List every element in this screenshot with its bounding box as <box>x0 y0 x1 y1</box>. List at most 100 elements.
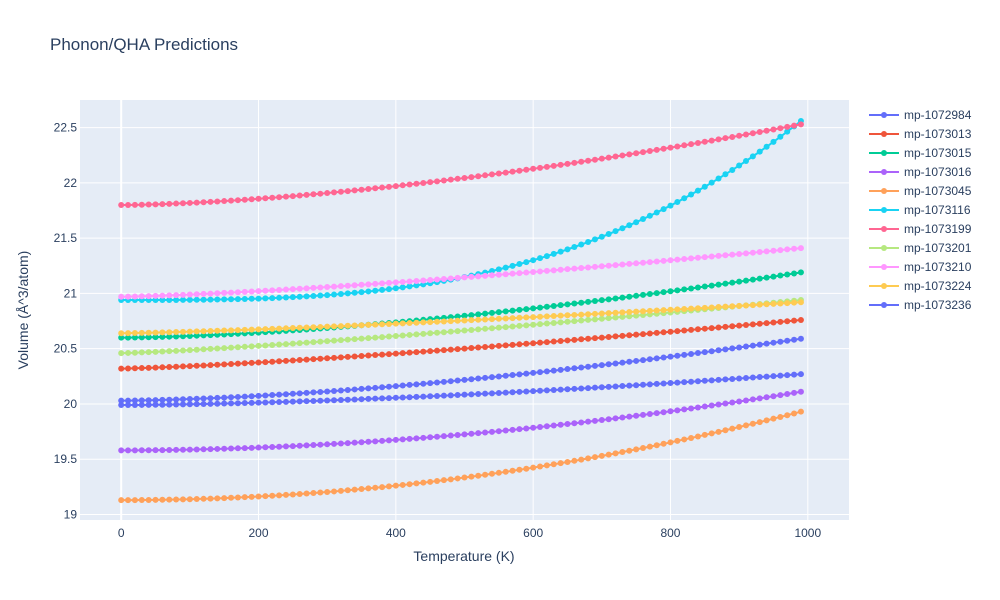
legend-item[interactable]: mp-1073016 <box>869 165 972 179</box>
data-point <box>523 388 530 395</box>
data-point <box>777 372 784 379</box>
data-point <box>598 233 605 240</box>
data-point <box>317 397 324 404</box>
data-point <box>214 345 221 352</box>
data-point <box>276 443 283 450</box>
data-point <box>221 400 228 407</box>
data-point <box>550 267 557 274</box>
data-point <box>282 357 289 364</box>
legend-swatch-marker <box>881 283 887 289</box>
legend-item[interactable]: mp-1073210 <box>869 260 972 274</box>
data-point <box>681 436 688 443</box>
data-point <box>784 271 791 278</box>
legend-item[interactable]: mp-1073015 <box>869 146 972 160</box>
data-point <box>523 370 530 377</box>
data-point <box>337 396 344 403</box>
data-point <box>626 260 633 267</box>
data-point <box>385 483 392 490</box>
data-point <box>694 404 701 411</box>
data-point <box>537 313 544 320</box>
data-point <box>681 142 688 149</box>
legend-item[interactable]: mp-1073199 <box>869 222 972 236</box>
data-point <box>186 496 193 503</box>
data-point <box>138 497 145 504</box>
legend-label: mp-1073201 <box>904 241 972 255</box>
data-point <box>633 150 640 157</box>
legend-item[interactable]: mp-1072984 <box>869 108 972 122</box>
data-point <box>612 309 619 316</box>
legend-item[interactable]: mp-1073236 <box>869 298 972 312</box>
data-point <box>502 308 509 315</box>
data-point <box>179 496 186 503</box>
data-point <box>495 170 502 177</box>
data-point <box>701 183 708 190</box>
data-point <box>317 292 324 299</box>
data-point <box>344 396 351 403</box>
data-point <box>324 488 331 495</box>
data-point <box>118 497 125 504</box>
data-point <box>674 328 681 335</box>
data-point <box>145 364 152 371</box>
data-point <box>179 446 186 453</box>
legend-item[interactable]: mp-1073201 <box>869 241 972 255</box>
legend-item[interactable]: mp-1073116 <box>869 203 971 217</box>
data-point <box>289 357 296 364</box>
data-point <box>770 373 777 380</box>
y-tick-label: 22 <box>64 176 78 190</box>
data-point <box>427 179 434 186</box>
data-point <box>537 321 544 328</box>
data-point <box>385 333 392 340</box>
data-point <box>440 347 447 354</box>
data-point <box>674 407 681 414</box>
data-point <box>756 341 763 348</box>
data-point <box>605 262 612 269</box>
legend-item[interactable]: mp-1073045 <box>869 184 972 198</box>
y-tick-label: 19.5 <box>54 452 78 466</box>
data-point <box>173 396 180 403</box>
legend-swatch-marker <box>881 302 887 308</box>
data-point <box>193 395 200 402</box>
data-point <box>688 434 695 441</box>
data-point <box>797 245 804 252</box>
legend-item[interactable]: mp-1073013 <box>869 127 972 141</box>
data-point <box>633 308 640 315</box>
data-point <box>537 369 544 376</box>
data-point <box>159 396 166 403</box>
series-line <box>121 299 802 355</box>
legend-item[interactable]: mp-1073224 <box>869 279 972 293</box>
data-point <box>509 307 516 314</box>
data-point <box>296 357 303 364</box>
data-point <box>186 396 193 403</box>
data-point <box>125 293 132 300</box>
data-point <box>166 329 173 336</box>
data-point <box>550 338 557 345</box>
data-point <box>200 346 207 353</box>
data-point <box>736 398 743 405</box>
data-point <box>653 329 660 336</box>
data-point <box>193 296 200 303</box>
data-point <box>420 319 427 326</box>
data-point <box>633 292 640 299</box>
data-point <box>262 342 269 349</box>
data-point <box>756 374 763 381</box>
data-point <box>598 297 605 304</box>
data-point <box>585 298 592 305</box>
data-point <box>145 496 152 503</box>
data-point <box>784 337 791 344</box>
data-point <box>351 336 358 343</box>
data-point <box>612 295 619 302</box>
data-point <box>200 362 207 369</box>
data-point <box>296 293 303 300</box>
data-point <box>214 198 221 205</box>
data-point <box>221 445 228 452</box>
data-point <box>228 327 235 334</box>
data-point <box>310 191 317 198</box>
legend-label: mp-1072984 <box>904 108 972 122</box>
data-point <box>729 399 736 406</box>
data-point <box>482 429 489 436</box>
data-point <box>598 384 605 391</box>
data-point <box>585 335 592 342</box>
data-point <box>688 378 695 385</box>
data-point <box>722 171 729 178</box>
data-point <box>406 349 413 356</box>
